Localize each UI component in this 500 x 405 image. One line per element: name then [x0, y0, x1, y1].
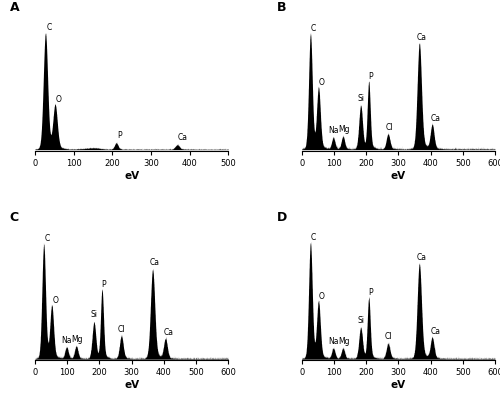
Text: C: C — [46, 23, 52, 32]
Text: Cl: Cl — [386, 123, 393, 132]
Text: C: C — [44, 234, 50, 243]
Text: Cl: Cl — [385, 332, 392, 341]
Text: B: B — [276, 1, 286, 14]
Text: Si: Si — [357, 315, 364, 324]
Text: Na: Na — [328, 336, 338, 345]
Text: C: C — [10, 210, 19, 223]
Text: Si: Si — [357, 94, 364, 103]
X-axis label: eV: eV — [124, 379, 139, 389]
Text: A: A — [10, 1, 20, 14]
Text: Ca: Ca — [430, 114, 440, 123]
Text: P: P — [368, 72, 372, 81]
Text: C: C — [311, 232, 316, 241]
Text: Ca: Ca — [164, 328, 174, 337]
Text: Na: Na — [328, 126, 338, 135]
Text: Mg: Mg — [338, 336, 349, 345]
Text: Ca: Ca — [416, 252, 426, 261]
Text: O: O — [319, 78, 325, 87]
Text: Mg: Mg — [71, 334, 83, 343]
Text: D: D — [276, 210, 287, 223]
Text: O: O — [319, 292, 325, 301]
Text: Ca: Ca — [178, 133, 188, 142]
Text: Ca: Ca — [430, 326, 440, 335]
X-axis label: eV: eV — [391, 170, 406, 180]
Text: Cl: Cl — [118, 324, 126, 333]
Text: Ca: Ca — [150, 258, 160, 267]
Text: Na: Na — [62, 335, 72, 344]
Text: P: P — [101, 279, 105, 288]
Text: C: C — [311, 23, 316, 32]
Text: P: P — [117, 131, 121, 140]
Text: Si: Si — [90, 310, 98, 319]
Text: O: O — [52, 295, 59, 304]
X-axis label: eV: eV — [124, 170, 139, 180]
Text: Ca: Ca — [416, 32, 426, 41]
Text: O: O — [56, 95, 62, 104]
X-axis label: eV: eV — [391, 379, 406, 389]
Text: P: P — [368, 287, 372, 296]
Text: Mg: Mg — [338, 125, 349, 134]
